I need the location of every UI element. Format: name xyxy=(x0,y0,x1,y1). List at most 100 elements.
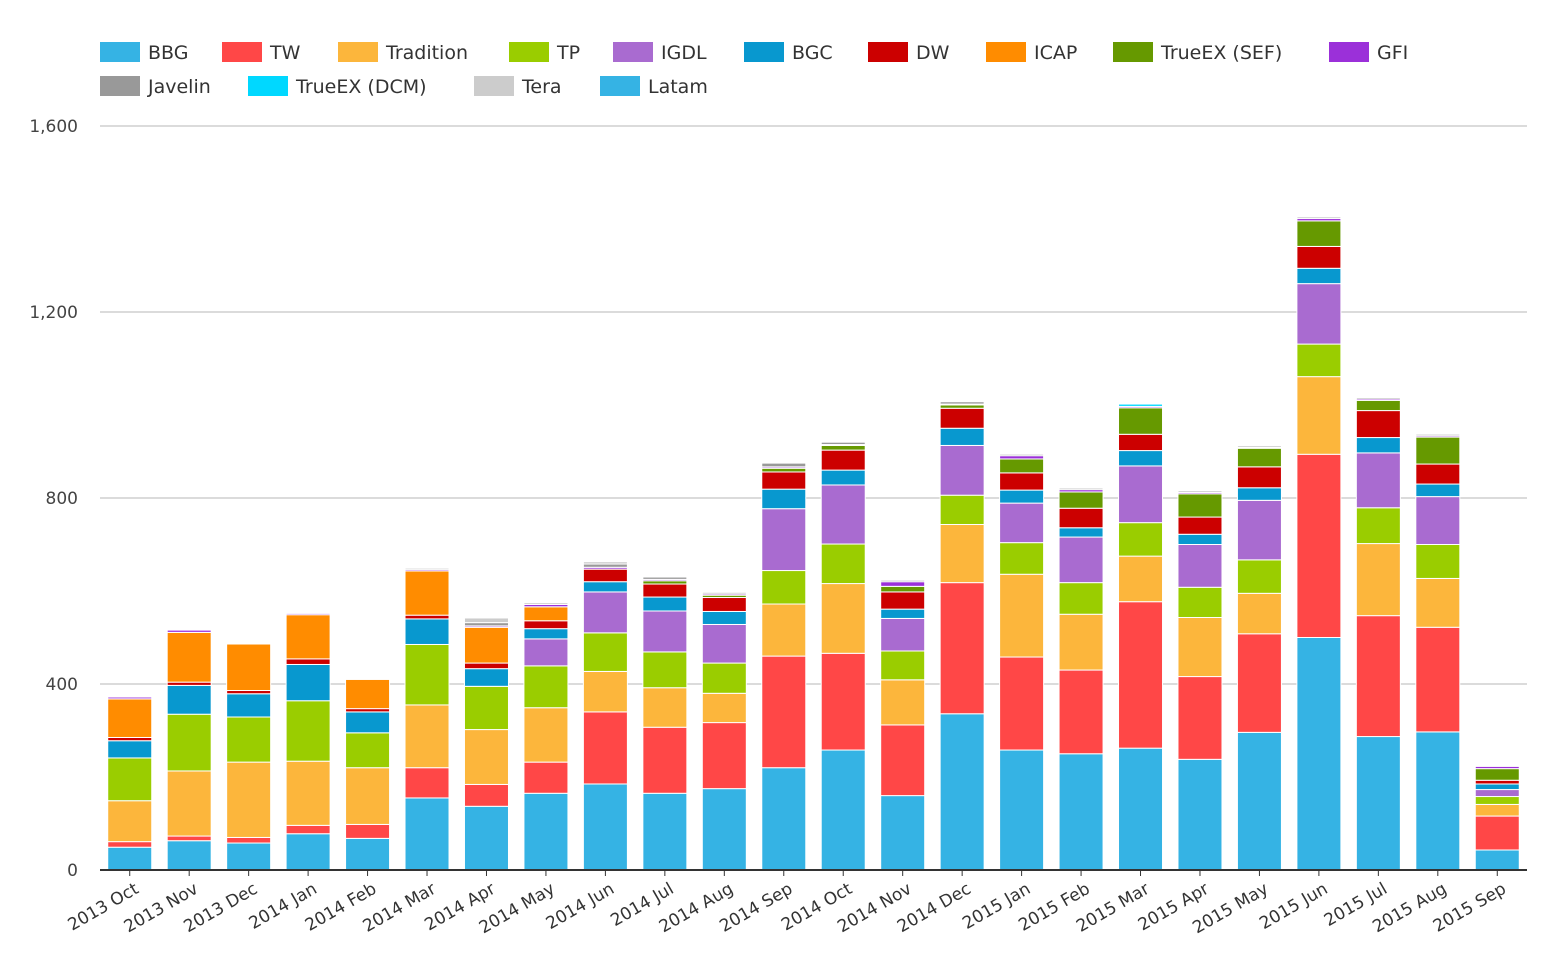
bar-segment-tp xyxy=(345,732,391,769)
legend-label-tradition: Tradition xyxy=(385,42,468,64)
bar-segment-javelin xyxy=(226,641,272,644)
bar-segment-tp xyxy=(999,542,1045,575)
bar-segment-bgc xyxy=(166,684,212,715)
legend-label-icap: ICAP xyxy=(1034,42,1077,64)
bar-segment-tera xyxy=(582,561,628,565)
bar-segment-icap xyxy=(166,631,212,683)
bar-segment-tw xyxy=(404,767,450,799)
bar-segment-trueex-sef xyxy=(1415,436,1461,465)
legend-swatch-tradition xyxy=(338,42,378,62)
bar-segment-bgc xyxy=(880,608,926,619)
bar-segment-tp xyxy=(1118,522,1164,557)
bar-segment-trueex-sef xyxy=(1058,491,1104,509)
bar-segment-tp xyxy=(701,662,747,694)
bar-segment-tradition xyxy=(1058,613,1104,671)
bar-segment-igdl xyxy=(582,591,628,634)
bar-segment-bbg xyxy=(939,713,985,871)
bar-segment-tp xyxy=(1296,343,1342,378)
bar-segment-tp xyxy=(761,570,807,605)
bar-segment-bbg xyxy=(463,805,509,871)
bar-segment-tradition xyxy=(1474,803,1520,817)
bar-segment-dw xyxy=(939,407,985,429)
bar-segment-bgc xyxy=(820,469,866,486)
bar-segment-bbg xyxy=(345,837,391,871)
bar-segment-javelin xyxy=(1058,487,1104,491)
bar-segment-igdl xyxy=(1058,536,1104,584)
bar-segment-javelin xyxy=(345,676,391,679)
bar-segment-dw xyxy=(880,591,926,610)
bar-segment-javelin xyxy=(999,453,1045,457)
bar-segment-tw xyxy=(345,823,391,839)
bar-segment-bbg xyxy=(1355,736,1401,871)
bar-segment-tradition xyxy=(523,707,569,763)
bar-segment-trueex-sef xyxy=(1296,220,1342,247)
legend-swatch-dw xyxy=(868,42,908,62)
bar-segment-tw xyxy=(523,761,569,794)
bar-segment-trueex-sef xyxy=(1474,768,1520,781)
bar-segment-tp xyxy=(107,757,153,802)
bar-segment-igdl xyxy=(880,617,926,652)
bar-segment-igdl xyxy=(1355,452,1401,509)
y-tick-label: 0 xyxy=(67,861,78,881)
bar-segment-tw xyxy=(939,582,985,715)
bar-segment-trueex-sef xyxy=(999,458,1045,474)
bar-segment-javelin xyxy=(1177,490,1223,493)
bar-segment-dw xyxy=(1474,779,1520,785)
legend-swatch-igdl xyxy=(613,42,653,62)
bar-segment-igdl xyxy=(999,502,1045,544)
legend-swatch-latam xyxy=(600,76,640,96)
bar-segment-bgc xyxy=(1474,783,1520,791)
legend-swatch-javelin xyxy=(100,76,140,96)
bar-segment-tradition xyxy=(226,761,272,838)
legend-swatch-gfi xyxy=(1329,42,1369,62)
bar-segment-bgc xyxy=(226,693,272,718)
bar-segment-bbg xyxy=(1415,731,1461,871)
bar-segment-igdl xyxy=(1118,465,1164,524)
bar-segment-icap xyxy=(345,678,391,710)
bar-segment-tradition xyxy=(1296,376,1342,455)
y-tick-label: 1,200 xyxy=(29,303,78,323)
bar-segment-tradition xyxy=(582,670,628,713)
bar-segment-tp xyxy=(1474,796,1520,805)
bar-segment-bbg xyxy=(880,795,926,871)
bar-segment-dw xyxy=(1415,463,1461,485)
bar-segment-icap xyxy=(404,570,450,616)
bar-segment-bgc xyxy=(1177,533,1223,546)
bar-segment-bgc xyxy=(1355,437,1401,454)
bar-segment-igdl xyxy=(820,484,866,545)
bar-segment-tw xyxy=(880,724,926,797)
bar-segment-dw xyxy=(1296,245,1342,269)
bars xyxy=(107,216,1520,871)
bar-segment-dw xyxy=(1355,410,1401,439)
bar-segment-tw xyxy=(1474,815,1520,851)
bar-segment-trueex-sef xyxy=(1355,399,1401,412)
bar-segment-dw xyxy=(404,614,450,620)
bar-segment-bgc xyxy=(761,488,807,510)
bar-segment-javelin xyxy=(166,628,212,631)
bar-segment-javelin xyxy=(880,579,926,583)
bar-segment-tradition xyxy=(1177,617,1223,678)
y-tick-label: 400 xyxy=(46,675,78,695)
bar-segment-tp xyxy=(1415,544,1461,579)
bar-segment-igdl xyxy=(939,444,985,496)
bar-segment-bbg xyxy=(1296,637,1342,871)
bar-segment-tradition xyxy=(285,760,331,826)
legend-label-tera: Tera xyxy=(521,76,562,98)
bar-segment-tp xyxy=(226,716,272,763)
bar-segment-tp xyxy=(1058,582,1104,615)
bar-segment-igdl xyxy=(1236,499,1282,561)
bar-segment-tw xyxy=(1177,676,1223,760)
bar-segment-icap xyxy=(523,606,569,622)
bar-segment-icap xyxy=(463,626,509,664)
legend-label-tw: TW xyxy=(269,42,301,64)
bar-segment-dw xyxy=(582,568,628,583)
bar-segment-javelin xyxy=(820,441,866,446)
bar-segment-tradition xyxy=(880,679,926,726)
bar-segment-tw xyxy=(1118,601,1164,749)
bar-segment-tw xyxy=(820,652,866,751)
bar-segment-bgc xyxy=(1296,267,1342,285)
bar-segment-igdl xyxy=(1296,283,1342,345)
legend-label-bgc: BGC xyxy=(792,42,833,64)
